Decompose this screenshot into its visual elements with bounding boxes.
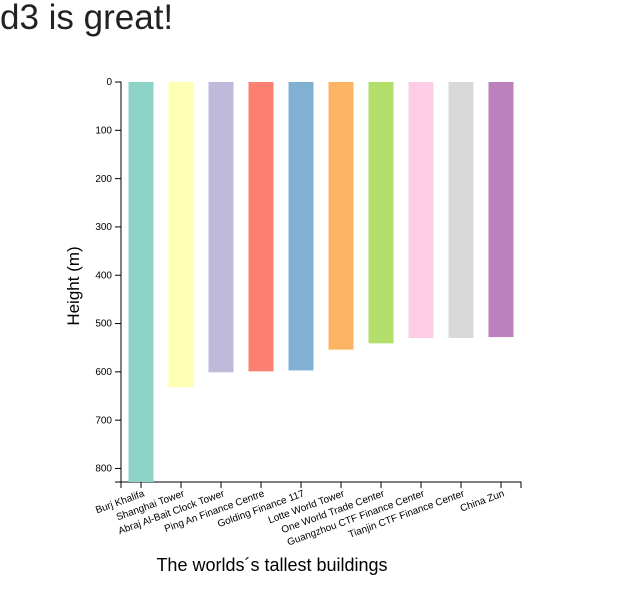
- y-axis-line: [115, 81, 122, 483]
- bar-2: [168, 82, 194, 388]
- bar-3: [208, 82, 234, 373]
- bar-10: [488, 82, 514, 338]
- y-tick-label: 600: [95, 367, 112, 378]
- y-tick-label: 300: [95, 222, 112, 233]
- x-axis-title: The worlds´s tallest buildings: [156, 555, 387, 575]
- y-tick-label: 700: [95, 415, 112, 426]
- x-axis-line: [120, 481, 522, 488]
- bars: [128, 82, 514, 482]
- bar-5: [288, 82, 314, 371]
- bar-9: [448, 82, 474, 339]
- page-heading: d3 is great!: [0, 0, 174, 37]
- y-tick-label: 800: [95, 464, 112, 475]
- y-axis: 0 100 200 300 400 500 600 700 800: [95, 77, 122, 483]
- bar-8: [408, 82, 434, 339]
- y-tick-label: 100: [95, 126, 112, 137]
- y-tick-label: 0: [106, 77, 112, 88]
- bar-1: [128, 82, 154, 482]
- y-tick-label: 400: [95, 270, 112, 281]
- bar-6: [328, 82, 354, 350]
- y-tick-label: 500: [95, 319, 112, 330]
- bar-7: [368, 82, 394, 344]
- y-axis-title: Height (m): [64, 246, 83, 325]
- bar-4: [248, 82, 274, 372]
- x-tick-label: China Zun: [459, 488, 506, 514]
- y-tick-label: 200: [95, 174, 112, 185]
